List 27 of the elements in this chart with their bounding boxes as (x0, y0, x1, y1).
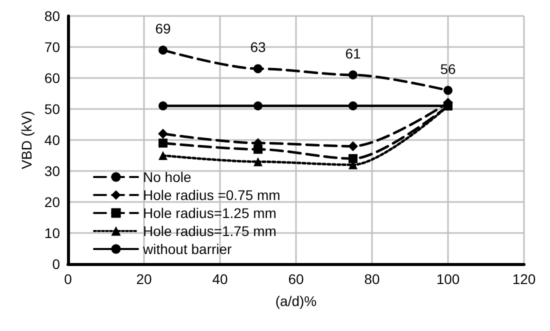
data-label: 56 (440, 60, 456, 77)
data-label: 63 (250, 39, 266, 56)
y-tick-label: 80 (44, 8, 60, 24)
legend-label: No hole (143, 169, 192, 185)
y-tick-label: 40 (44, 132, 60, 148)
x-tick-label: 0 (64, 271, 72, 287)
y-tick-label: 0 (52, 256, 60, 272)
x-tick-label: 60 (288, 271, 304, 287)
data-label: 69 (155, 20, 171, 37)
x-tick-label: 120 (512, 271, 536, 287)
x-tick-label: 40 (212, 271, 228, 287)
y-tick-label: 50 (44, 101, 60, 117)
x-axis-title: (a/d)% (275, 293, 317, 309)
x-tick-label: 20 (136, 271, 152, 287)
y-tick-label: 60 (44, 70, 60, 86)
x-tick-label: 100 (436, 271, 460, 287)
y-axis-title: VBD (kV) (18, 110, 35, 170)
legend-label: without barrier (142, 241, 232, 257)
data-label: 61 (345, 45, 361, 62)
x-tick-label: 80 (364, 271, 380, 287)
y-tick-label: 10 (44, 225, 60, 241)
y-tick-label: 30 (44, 163, 60, 179)
legend-label: Hole radius =0.75 mm (143, 187, 280, 203)
legend-label: Hole radius=1.25 mm (143, 205, 276, 221)
y-tick-label: 70 (44, 39, 60, 55)
legend-label: Hole radius=1.75 mm (143, 223, 276, 239)
y-tick-label: 20 (44, 194, 60, 210)
